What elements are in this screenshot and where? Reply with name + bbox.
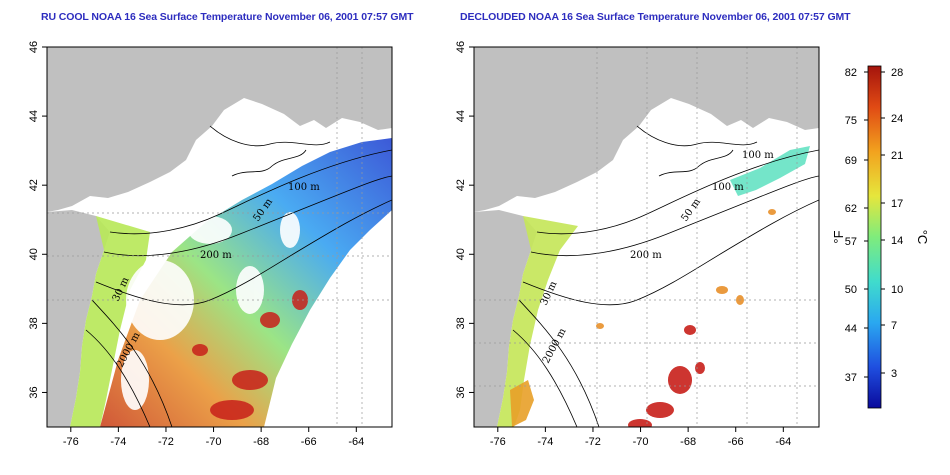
colorbar-fahrenheit-unit: °F (831, 230, 846, 243)
right-map-sst-coastal (497, 216, 578, 427)
lon-tick-label: -64 (348, 436, 364, 448)
colorbar-f-tick-label: 75 (845, 115, 857, 127)
lat-tick-label: 40 (28, 248, 40, 260)
right-map: 100 m 100 m 50 m 200 m 30 m 2000 m (473, 46, 820, 428)
lon-tick-label: -74 (537, 436, 553, 448)
lat-tick-label: 38 (455, 317, 467, 329)
right-map-sst-southern (510, 380, 534, 427)
colorbar-f-tick-label: 62 (845, 203, 857, 215)
lat-tick-label: 38 (28, 317, 40, 329)
colorbar-c-tick-label: 14 (891, 235, 903, 247)
colorbar-c-tick-label: 21 (891, 150, 903, 162)
colorbar-c-tick-label: 7 (891, 320, 897, 332)
lon-tick-label: -66 (728, 436, 744, 448)
left-label-200m: 200 m (200, 250, 232, 261)
right-map-frame (473, 46, 820, 428)
left-map-cloud-gaps (121, 212, 300, 410)
lat-tick-label: 46 (28, 41, 40, 53)
left-map-land-north (47, 47, 392, 212)
left-map-title: RU COOL NOAA 16 Sea Surface Temperature … (41, 11, 414, 23)
right-map-axes: -76 -74 -72 -70 -68 -66 -64 36 38 40 42 44 46 (455, 41, 791, 448)
lon-tick-label: -76 (490, 436, 506, 448)
left-map-sst-coastal (70, 216, 150, 427)
colorbar-f-tick-label: 44 (845, 323, 857, 335)
colorbar-c-tick-label: 28 (891, 67, 903, 79)
right-map-contours (512, 125, 819, 427)
left-label-100m: 100 m (288, 182, 320, 193)
right-label-100m-north: 100 m (742, 150, 774, 161)
lon-tick-label: -68 (253, 436, 269, 448)
right-label-200m: 200 m (630, 250, 662, 261)
lat-tick-label: 42 (28, 179, 40, 191)
left-map-contours (85, 125, 392, 427)
left-map-grid (47, 47, 392, 427)
colorbar-c-tick-label: 17 (891, 198, 903, 210)
left-map-land-coast (47, 210, 110, 427)
lat-tick-label: 42 (455, 179, 467, 191)
left-map-frame (46, 46, 393, 428)
colorbar-f-tick-label: 82 (845, 67, 857, 79)
lon-tick-label: -66 (301, 436, 317, 448)
colorbar-f-tick-label: 37 (845, 372, 857, 384)
right-label-100m: 100 m (712, 182, 744, 193)
lon-tick-label: -72 (585, 436, 601, 448)
right-map-warm-patches (628, 325, 705, 427)
left-map-axes: -76 -74 -72 -70 -68 -66 -64 36 38 40 42 44 46 (28, 41, 364, 448)
lon-tick-label: -76 (63, 436, 79, 448)
colorbar-c-tick-label: 3 (891, 368, 897, 380)
colorbar-ticks: 82 75 69 62 57 50 44 37 28 24 21 17 14 10 7 3 (845, 67, 904, 384)
lat-tick-label: 40 (455, 248, 467, 260)
colorbar-celsius-unit: °C (915, 230, 930, 245)
right-map-title: DECLOUDED NOAA 16 Sea Surface Temperatur… (460, 11, 851, 23)
colorbar-f-tick-label: 57 (845, 236, 857, 248)
lon-tick-label: -70 (633, 436, 649, 448)
lon-tick-label: -72 (158, 436, 174, 448)
left-map: 100 m 50 m 200 m 30 m 2000 m (46, 46, 393, 428)
right-map-land-north (474, 47, 819, 212)
colorbar-c-tick-label: 24 (891, 113, 903, 125)
lon-tick-label: -68 (680, 436, 696, 448)
lat-tick-label: 44 (455, 110, 467, 122)
lat-tick-label: 36 (28, 386, 40, 398)
colorbar-f-tick-label: 50 (845, 284, 857, 296)
lat-tick-label: 46 (455, 41, 467, 53)
right-map-orange-patches (596, 209, 776, 329)
colorbar-f-tick-label: 69 (845, 155, 857, 167)
lon-tick-label: -74 (110, 436, 126, 448)
right-map-grid (474, 47, 819, 427)
colorbar: 82 75 69 62 57 50 44 37 28 24 21 17 14 10 7 3 °F °C (831, 65, 930, 409)
lat-tick-label: 44 (28, 110, 40, 122)
lat-tick-label: 36 (455, 386, 467, 398)
colorbar-gradient (867, 65, 882, 409)
left-map-warm-patches (192, 290, 308, 420)
right-map-land-coast (474, 210, 537, 427)
lon-tick-label: -64 (775, 436, 791, 448)
right-map-sst-north (730, 146, 810, 196)
colorbar-c-tick-label: 10 (891, 284, 903, 296)
lon-tick-label: -70 (206, 436, 222, 448)
